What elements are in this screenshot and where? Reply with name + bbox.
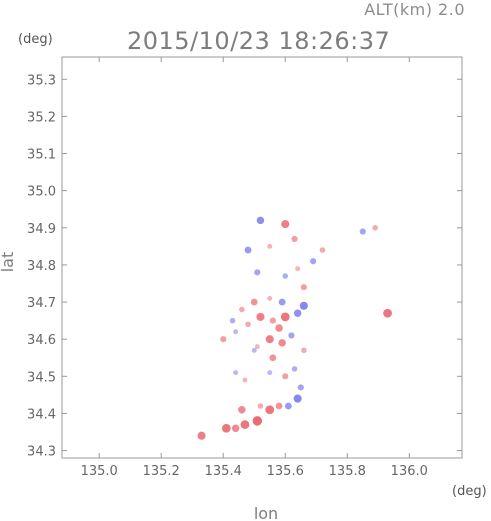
y-tick-label: 34.4 — [27, 407, 56, 422]
data-point — [269, 354, 277, 362]
y-tick-label: 34.3 — [27, 445, 56, 460]
data-point — [284, 402, 292, 410]
y-tick-label: 34.5 — [27, 370, 56, 385]
data-point — [282, 373, 289, 380]
data-point — [251, 347, 257, 353]
data-point — [238, 405, 246, 414]
plot-frame — [61, 56, 463, 459]
chart-title-timestamp: 2015/10/23 18:26:37 — [127, 27, 391, 55]
x-axis-label: lon — [254, 504, 278, 521]
x-axis-unit: (deg) — [452, 484, 487, 499]
data-point — [220, 336, 227, 343]
data-point — [244, 246, 252, 254]
data-marks — [197, 216, 392, 440]
y-tick-label: 34.9 — [27, 222, 56, 237]
data-point — [233, 370, 239, 376]
data-point — [231, 424, 240, 433]
data-point — [359, 228, 366, 235]
x-tick-label: 135.4 — [205, 464, 242, 479]
data-point — [239, 306, 245, 313]
data-point — [254, 269, 261, 276]
data-point — [278, 339, 286, 347]
y-tick-label: 35.0 — [27, 185, 56, 200]
data-point — [372, 225, 378, 231]
data-point — [300, 284, 307, 291]
data-point — [245, 321, 251, 328]
y-tick-label: 35.1 — [27, 148, 56, 163]
x-tick-label: 135.8 — [329, 464, 366, 479]
y-tick-label: 34.6 — [27, 333, 56, 348]
data-point — [242, 377, 248, 383]
y-tick-label: 34.8 — [27, 259, 56, 274]
data-point — [265, 335, 274, 344]
data-point — [293, 394, 302, 403]
axes: 135.0 135.2 135.4 135.6 135.8 136.0 34.3 34.4 34… — [0, 57, 462, 521]
data-point — [252, 416, 263, 426]
y-axis-unit: (deg) — [18, 32, 53, 47]
data-point — [310, 258, 317, 265]
data-point — [265, 405, 275, 415]
x-tick-label: 135.6 — [267, 464, 304, 479]
data-point — [250, 298, 258, 306]
y-tick-label: 34.7 — [27, 296, 56, 311]
data-point — [257, 403, 264, 409]
data-point — [299, 301, 308, 310]
data-point — [301, 347, 307, 354]
data-point — [319, 247, 326, 253]
data-point — [278, 298, 286, 306]
data-point — [293, 309, 302, 317]
data-point — [256, 312, 265, 321]
data-point — [254, 344, 260, 350]
data-point — [282, 273, 289, 279]
x-tick-label: 135.2 — [143, 464, 180, 479]
data-point — [297, 384, 304, 391]
x-tick-label: 135.0 — [81, 464, 118, 479]
data-point — [267, 243, 273, 249]
altitude-label: ALT(km) 2.0 — [364, 0, 465, 19]
data-point — [267, 370, 273, 376]
data-point — [229, 317, 236, 324]
data-point — [288, 332, 295, 339]
data-point — [275, 324, 283, 332]
y-tick-label: 35.2 — [27, 110, 56, 125]
data-point — [295, 266, 301, 272]
data-point — [240, 420, 250, 429]
y-axis-label: lat — [0, 252, 17, 273]
data-point — [291, 235, 298, 243]
x-tick-label: 136.0 — [391, 464, 428, 479]
data-point — [269, 317, 276, 324]
data-point — [280, 312, 290, 322]
data-point — [291, 366, 298, 372]
data-point — [221, 423, 231, 433]
data-point — [197, 431, 206, 440]
data-point — [256, 216, 265, 225]
data-point — [267, 295, 273, 301]
data-point — [233, 329, 239, 335]
data-point — [383, 308, 392, 318]
data-point — [281, 220, 290, 229]
data-point — [275, 402, 283, 410]
y-tick-label: 35.3 — [27, 73, 56, 88]
